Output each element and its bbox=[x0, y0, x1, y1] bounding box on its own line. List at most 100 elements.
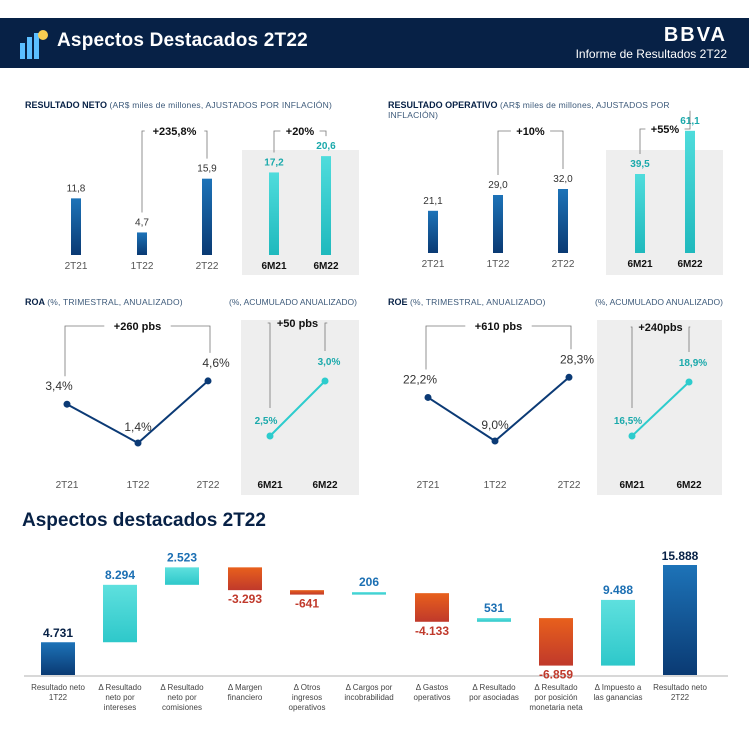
roe-value-2T21: 22,2% bbox=[403, 372, 437, 386]
waterfall-value-2: 2.523 bbox=[167, 550, 197, 564]
waterfall-value-5: 206 bbox=[359, 575, 379, 589]
operativo-tick-6M22: 6M22 bbox=[677, 259, 702, 270]
operativo-tick-2T22: 2T22 bbox=[552, 259, 575, 270]
waterfall-category-10-1: 2T22 bbox=[671, 693, 690, 702]
operativo-quarter-change-label: +10% bbox=[516, 126, 545, 138]
waterfall-category-6-0: Δ Gastos bbox=[416, 683, 448, 692]
neto-value-1T22: 4,7 bbox=[135, 217, 149, 228]
roa-value-6M22: 3,0% bbox=[318, 357, 341, 368]
roe-quarter-bracket-left bbox=[425, 325, 466, 370]
operativo-cumulative-panel bbox=[606, 150, 723, 275]
waterfall-bar-7 bbox=[477, 618, 511, 622]
neto-cumulative-change-label: +20% bbox=[286, 126, 315, 138]
waterfall-category-4-2: operativos bbox=[289, 703, 326, 712]
waterfall-category-0-1: 1T22 bbox=[49, 693, 68, 702]
roa-value-6M21: 2,5% bbox=[255, 416, 278, 427]
bar-chart-icon bbox=[20, 31, 50, 59]
waterfall-category-8-0: Δ Resultado bbox=[534, 683, 578, 692]
neto-cumulative-bracket-right bbox=[319, 130, 327, 137]
neto-tick-2T21: 2T21 bbox=[65, 261, 88, 272]
roe-value-2T22: 28,3% bbox=[560, 352, 594, 366]
roa-cumulative-bracket-right bbox=[324, 322, 328, 351]
waterfall-bar-5 bbox=[352, 592, 386, 595]
waterfall-category-3-1: financiero bbox=[228, 693, 263, 702]
waterfall-category-1-1: neto por bbox=[105, 693, 135, 702]
operativo-tick-2T21: 2T21 bbox=[422, 259, 445, 270]
neto-bar-6M22 bbox=[321, 156, 331, 255]
operativo-bar-6M21 bbox=[635, 174, 645, 253]
roe-cumulative-panel bbox=[597, 320, 722, 495]
roe-tick-6M21: 6M21 bbox=[619, 480, 644, 491]
neto-cumulative-panel bbox=[242, 150, 359, 275]
roa-quarter-bracket-left bbox=[64, 325, 105, 377]
waterfall-category-0-0: Resultado neto bbox=[31, 683, 85, 692]
waterfall-category-5-1: incobrabilidad bbox=[344, 693, 393, 702]
neto-quarter-bracket-left bbox=[141, 130, 145, 213]
waterfall-value-6: -4.133 bbox=[415, 624, 449, 638]
operativo-quarter-bracket-left bbox=[497, 130, 511, 175]
roa-point-2T22 bbox=[204, 377, 212, 385]
operativo-value-2T22: 32,0 bbox=[553, 174, 573, 185]
aspectos-destacados-title: Aspectos destacados 2T22 bbox=[22, 510, 266, 531]
waterfall-category-8-2: monetaria neta bbox=[529, 703, 583, 712]
roe-tick-6M22: 6M22 bbox=[676, 480, 701, 491]
waterfall-category-1-2: intereses bbox=[104, 703, 136, 712]
header-bar: Aspectos Destacados 2T22 BBVA Informe de… bbox=[0, 18, 749, 68]
roe-value-6M21: 16,5% bbox=[614, 416, 642, 427]
neto-bar-6M21 bbox=[269, 172, 279, 255]
roa-point-6M22 bbox=[321, 377, 329, 385]
neto-value-2T21: 11,8 bbox=[67, 183, 86, 194]
waterfall-bar-8 bbox=[539, 618, 573, 666]
roe-point-2T22 bbox=[565, 373, 573, 381]
roe-quarter-change-label: +610 pbs bbox=[475, 321, 522, 333]
waterfall-category-5-0: Δ Cargos por bbox=[346, 683, 393, 692]
waterfall-category-6-1: operativos bbox=[414, 693, 451, 702]
waterfall-value-10: 15.888 bbox=[662, 549, 699, 563]
neto-bar-1T22 bbox=[137, 232, 147, 255]
waterfall-bar-1 bbox=[103, 584, 137, 643]
neto-tick-6M21: 6M21 bbox=[261, 261, 286, 272]
roa-value-1T22: 1,4% bbox=[124, 420, 152, 434]
waterfall-value-7: 531 bbox=[484, 601, 504, 615]
roe-value-6M22: 18,9% bbox=[679, 358, 707, 369]
roa-cumulative-note: (%, ACUMULADO ANUALIZADO) bbox=[229, 297, 357, 307]
operativo-quarter-bracket-right bbox=[550, 130, 564, 169]
roe-point-2T21 bbox=[424, 393, 432, 401]
neto-bar-2T22 bbox=[202, 178, 212, 255]
roe-cumulative-change-label: +240pbs bbox=[638, 322, 682, 334]
highlight-dot-icon bbox=[38, 30, 48, 40]
neto-quarter-change-label: +235,8% bbox=[153, 126, 197, 138]
waterfall-category-4-0: Δ Otros bbox=[294, 683, 321, 692]
roa-cumulative-bracket-left bbox=[267, 322, 271, 408]
roe-cumulative-bracket-right bbox=[688, 326, 691, 352]
operativo-bar-1T22 bbox=[493, 195, 503, 253]
waterfall-category-9-1: las ganancias bbox=[594, 693, 643, 702]
roe-point-1T22 bbox=[491, 437, 499, 445]
waterfall-value-4: -641 bbox=[295, 597, 319, 611]
waterfall-category-9-0: Δ Impuesto a bbox=[595, 683, 642, 692]
roa-heading: ROA (%, TRIMESTRAL, ANUALIZADO) bbox=[25, 297, 183, 307]
roa-tick-6M22: 6M22 bbox=[312, 480, 337, 491]
roa-value-2T21: 3,4% bbox=[45, 379, 73, 393]
neto-value-6M21: 17,2 bbox=[264, 157, 284, 168]
operativo-value-1T22: 29,0 bbox=[488, 180, 508, 191]
waterfall-bar-2 bbox=[165, 567, 199, 585]
operativo-bar-2T22 bbox=[558, 189, 568, 253]
roe-tick-1T22: 1T22 bbox=[484, 480, 507, 491]
waterfall-value-0: 4.731 bbox=[43, 626, 73, 640]
roa-value-2T22: 4,6% bbox=[202, 356, 230, 370]
roa-cumulative-change-label: +50 pbs bbox=[277, 318, 318, 330]
waterfall-category-10-0: Resultado neto bbox=[653, 683, 707, 692]
waterfall-bar-6 bbox=[415, 593, 449, 622]
roe-cumulative-note: (%, ACUMULADO ANUALIZADO) bbox=[595, 297, 723, 307]
waterfall-value-8: -6.859 bbox=[539, 668, 573, 682]
operativo-value-6M21: 39,5 bbox=[630, 159, 650, 170]
bbva-logo: BBVA bbox=[663, 24, 727, 46]
roe-quarter-bracket-right bbox=[531, 325, 572, 350]
report-name: Informe de Resultados 2T22 bbox=[575, 47, 727, 61]
waterfall-category-2-2: comisiones bbox=[162, 703, 202, 712]
roa-tick-2T21: 2T21 bbox=[56, 480, 79, 491]
roa-tick-2T22: 2T22 bbox=[197, 480, 220, 491]
waterfall-category-2-1: neto por bbox=[167, 693, 197, 702]
